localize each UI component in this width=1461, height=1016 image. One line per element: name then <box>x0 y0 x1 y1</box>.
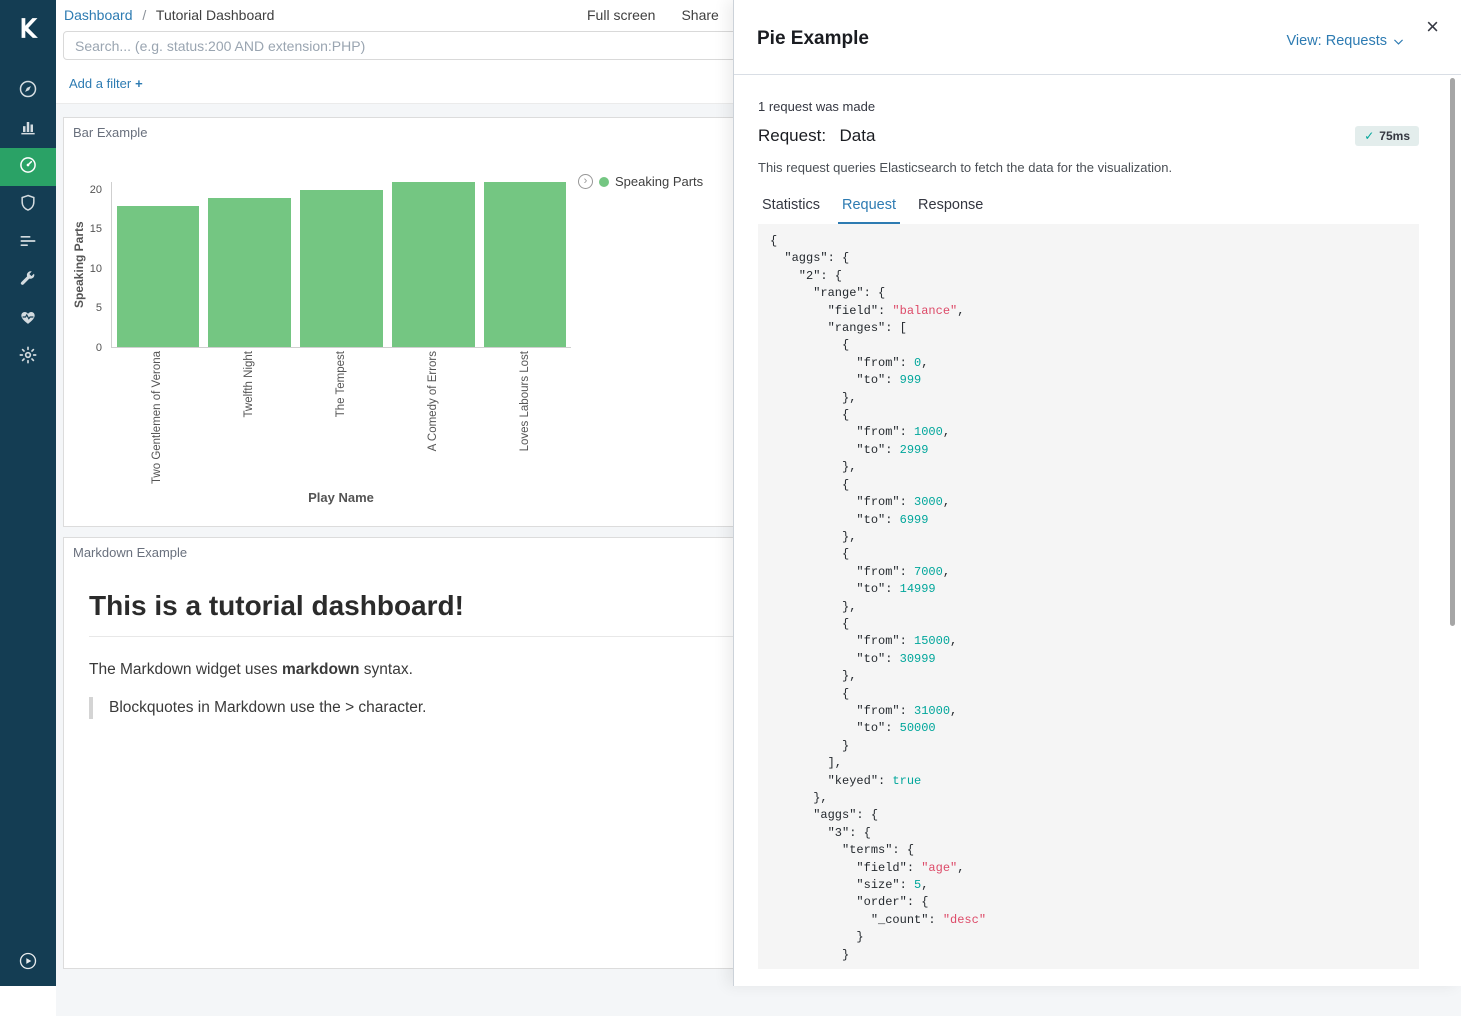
play-circle-icon <box>19 952 37 970</box>
x-label-slot: A Comedy of Errors <box>387 351 479 501</box>
chevron-down-icon <box>1394 38 1403 45</box>
x-tick-label: Loves Labours Lost <box>519 351 531 452</box>
compass-icon <box>18 79 38 104</box>
request-row: Request: Data ✓ 75ms <box>758 126 1419 150</box>
bar-4[interactable] <box>483 182 567 347</box>
x-label-slot: Loves Labours Lost <box>479 351 571 501</box>
bar-slot <box>112 182 204 347</box>
share-button[interactable]: Share <box>681 7 719 23</box>
full-screen-button[interactable]: Full screen <box>587 7 656 23</box>
bar-3[interactable] <box>391 182 475 347</box>
markdown-blockquote: Blockquotes in Markdown use the > charac… <box>89 697 1372 719</box>
flyout-title: Pie Example <box>757 28 869 49</box>
tab-statistics[interactable]: Statistics <box>762 197 821 213</box>
top-actions: Full screen Share <box>587 0 719 30</box>
y-tick-label: 15 <box>89 223 102 236</box>
bar-1[interactable] <box>208 197 291 347</box>
tab-request[interactable]: Request <box>838 197 901 224</box>
legend-label[interactable]: Speaking Parts <box>615 174 704 189</box>
x-tick-label: A Comedy of Errors <box>427 351 439 452</box>
add-filter-button[interactable]: Add a filter + <box>69 76 143 91</box>
panel-title: Markdown Example <box>73 545 188 560</box>
x-axis-labels: Two Gentlemen of Verona Twelfth Night The … <box>111 351 571 501</box>
request-name: Data <box>839 126 876 145</box>
flyout-scrollbar[interactable] <box>1450 78 1455 626</box>
chart-legend: › Speaking Parts <box>578 174 703 189</box>
markdown-content: This is a tutorial dashboard! The Markdo… <box>89 590 1372 719</box>
sidebar-item-dev-tools[interactable] <box>0 262 56 300</box>
bar-0[interactable] <box>116 205 200 347</box>
breadcrumb-dashboard[interactable]: Dashboard <box>64 7 133 23</box>
request-description: This request queries Elasticsearch to fe… <box>758 160 1173 175</box>
x-label-slot: Two Gentlemen of Verona <box>111 351 203 501</box>
wrench-icon <box>18 269 38 294</box>
x-tick-label: The Tempest <box>335 351 347 418</box>
close-icon[interactable]: × <box>1426 14 1439 39</box>
flyout-tabs: Statistics Request Response <box>758 197 1419 224</box>
markdown-heading: This is a tutorial dashboard! <box>89 590 1372 637</box>
view-requests-selector[interactable]: View: Requests <box>1287 33 1405 49</box>
heartbeat-icon <box>18 307 38 332</box>
x-axis-title: Play Name <box>308 490 374 505</box>
check-icon: ✓ <box>1364 129 1375 143</box>
bar-chart-icon <box>18 117 38 142</box>
bar-slot <box>479 182 571 347</box>
x-tick-label: Twelfth Night <box>243 351 255 418</box>
duration-badge: ✓ 75ms <box>1355 126 1419 146</box>
shield-icon <box>18 193 38 218</box>
collapse-sidebar-button[interactable] <box>0 946 56 976</box>
bar-slot <box>296 182 388 347</box>
request-code-block: { "aggs": { "2": { "range": { "field": "… <box>758 224 1419 969</box>
sidebar-item-monitoring[interactable] <box>0 300 56 338</box>
request-label: Request: <box>758 126 827 145</box>
y-tick-label: 5 <box>95 302 102 315</box>
sidebar <box>0 0 56 986</box>
bar-chart-plot <box>111 182 571 348</box>
sidebar-item-visualize[interactable] <box>0 110 56 148</box>
breadcrumb-separator: / <box>142 7 147 23</box>
breadcrumb: Dashboard / Tutorial Dashboard <box>56 0 1461 30</box>
kibana-logo[interactable] <box>0 0 56 56</box>
kibana-logo-icon <box>21 18 38 38</box>
bar-slot <box>204 182 296 347</box>
requests-summary: 1 request was made <box>758 99 876 114</box>
inspect-flyout: Pie Example View: Requests × 1 request w… <box>733 0 1461 986</box>
legend-toggle-icon[interactable]: › <box>578 174 593 189</box>
tab-response[interactable]: Response <box>918 197 984 213</box>
gauge-icon <box>18 155 38 180</box>
breadcrumb-current: Tutorial Dashboard <box>155 7 275 23</box>
x-label-slot: Twelfth Night <box>203 351 295 501</box>
y-tick-label: 0 <box>95 342 102 354</box>
list-lines-icon <box>18 231 38 256</box>
panel-title: Bar Example <box>73 125 148 140</box>
sidebar-item-graph[interactable] <box>0 186 56 224</box>
plus-icon: + <box>135 76 143 91</box>
sidebar-item-discover[interactable] <box>0 72 56 110</box>
y-tick-label: 10 <box>89 262 102 275</box>
x-tick-label: Two Gentlemen of Verona <box>151 351 163 484</box>
y-axis-ticks: 0 5 10 15 20 <box>78 182 106 354</box>
sidebar-item-management[interactable] <box>0 338 56 376</box>
sidebar-nav <box>0 72 56 376</box>
markdown-paragraph: The Markdown widget uses markdown syntax… <box>89 661 413 678</box>
bar-slot <box>387 182 479 347</box>
bar-2[interactable] <box>300 189 383 347</box>
x-label-slot: The Tempest <box>295 351 387 501</box>
sidebar-item-timelion[interactable] <box>0 224 56 262</box>
flyout-body: 1 request was made Request: Data ✓ 75ms … <box>734 99 1461 969</box>
gear-icon <box>18 345 38 370</box>
flyout-header: Pie Example View: Requests × <box>734 0 1461 75</box>
sidebar-item-dashboard[interactable] <box>0 148 56 186</box>
y-tick-label: 20 <box>89 183 102 196</box>
legend-dot <box>599 176 609 187</box>
